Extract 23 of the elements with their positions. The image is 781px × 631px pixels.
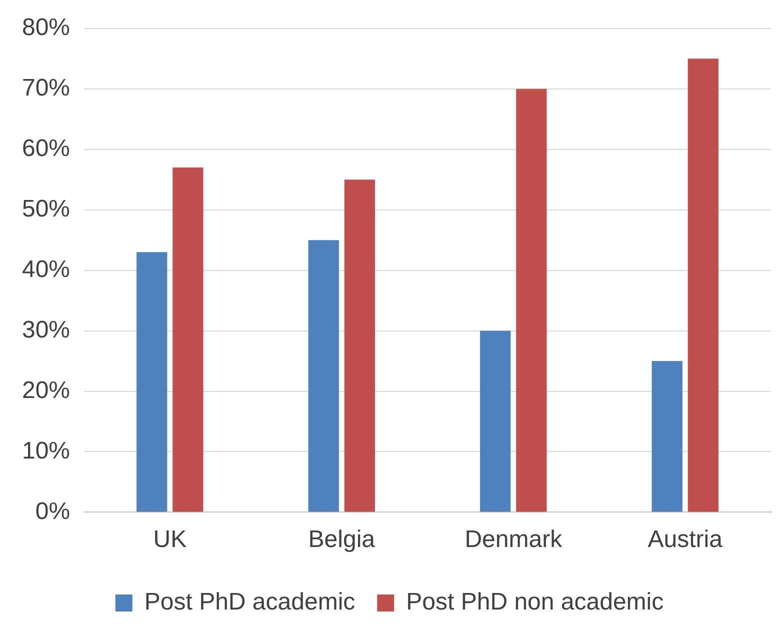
bar (688, 58, 718, 512)
bar (172, 167, 204, 512)
legend-label: Post PhD non academic (406, 588, 664, 616)
y-tick-label: 30% (22, 316, 70, 344)
bar (136, 252, 168, 512)
y-tick-label: 10% (22, 437, 70, 464)
bar (516, 88, 547, 512)
bar (652, 361, 682, 512)
legend-label: Post PhD academic (144, 588, 356, 616)
y-tick-label: 60% (22, 134, 70, 162)
y-tick-label: 50% (22, 195, 70, 222)
y-tick-label: 40% (22, 256, 70, 283)
x-tick-label: UK (153, 526, 187, 554)
x-tick-label: Denmark (464, 526, 564, 554)
x-tick-label: Austria (648, 526, 724, 554)
y-tick-label: 20% (22, 376, 70, 404)
y-tick-label: 80% (22, 14, 70, 42)
y-tick-label: 0% (35, 498, 70, 525)
y-tick-label: 70% (22, 74, 70, 102)
bar (308, 240, 339, 512)
bar (344, 180, 376, 512)
x-tick-label: Belgia (308, 526, 376, 554)
bar (480, 330, 511, 512)
